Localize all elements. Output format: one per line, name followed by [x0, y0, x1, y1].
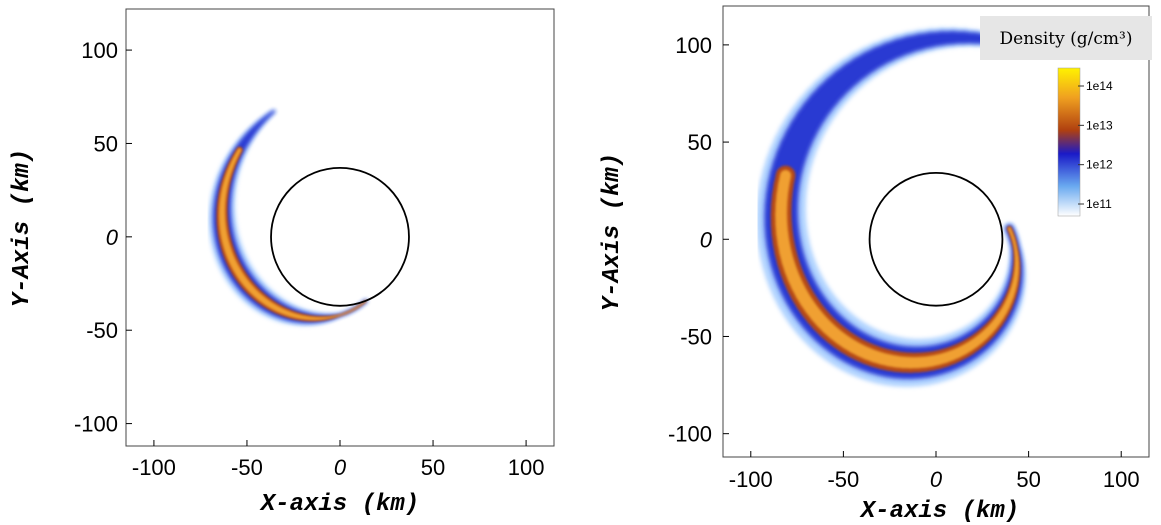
colorbar-title-box	[980, 16, 1152, 60]
y-tick-label: -50	[86, 318, 118, 343]
y-tick-label: -100	[668, 422, 712, 447]
left-x-axis-title: X-axis (km)	[259, 491, 419, 518]
spiral-core	[218, 148, 367, 321]
colorbar-tick-label: 1e13	[1086, 118, 1113, 132]
y-tick-label: 50	[94, 131, 118, 156]
y-tick-label: -100	[74, 412, 118, 437]
y-tick-label: -50	[680, 324, 712, 349]
y-tick-label: 0	[106, 225, 119, 250]
left-density-spiral	[208, 109, 368, 326]
x-tick-label: 50	[421, 455, 445, 480]
x-tick-label: -50	[827, 467, 859, 492]
right-x-ticks: -100 -50 0 50 100	[729, 451, 1140, 492]
colorbar-gradient	[1057, 67, 1081, 217]
colorbar-tick-label: 1e14	[1086, 79, 1113, 93]
left-plot-frame	[125, 8, 555, 447]
left-x-ticks: -100 -50 0 50 100	[132, 440, 545, 480]
spiral-segment	[1007, 227, 1013, 235]
x-tick-label: -100	[132, 455, 176, 480]
right-y-axis-title: Y-Axis (km)	[599, 153, 626, 311]
y-tick-label: 50	[688, 130, 712, 155]
y-tick-label: 0	[700, 227, 713, 252]
x-tick-label: 100	[508, 455, 545, 480]
spiral-core	[775, 169, 1019, 369]
left-y-ticks: -100 -50 0 50 100	[74, 38, 132, 437]
colorbar-tick-label: 1e12	[1086, 158, 1113, 172]
x-tick-label: 50	[1016, 467, 1040, 492]
x-tick-label: 0	[334, 455, 347, 480]
colorbar-ticks: 1e14 1e13 1e12 1e11	[1078, 79, 1113, 211]
colorbar-title: Density (g/cm³)	[1000, 29, 1133, 49]
right-y-ticks: -100 -50 0 50 100	[668, 33, 729, 447]
colorbar-tick-label: 1e11	[1086, 197, 1112, 211]
y-tick-label: 100	[81, 38, 118, 63]
colorbar: Density (g/cm³) 1e14 1e13 1e12 1e11	[980, 16, 1152, 217]
right-density-spiral	[756, 27, 1027, 387]
right-x-axis-title: X-axis (km)	[859, 498, 1019, 525]
y-tick-label: 100	[675, 33, 712, 58]
right-black-hole-circle	[868, 171, 1004, 307]
x-tick-label: 100	[1103, 467, 1140, 492]
x-tick-label: -100	[729, 467, 773, 492]
left-black-hole-circle	[270, 166, 410, 307]
x-tick-label: -50	[231, 455, 263, 480]
left-y-axis-title: Y-Axis (km)	[9, 149, 36, 307]
x-tick-label: 0	[930, 467, 943, 492]
